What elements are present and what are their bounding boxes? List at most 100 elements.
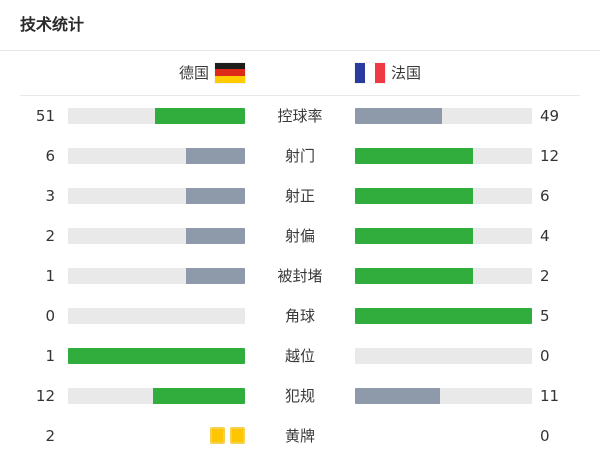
- stat-row: 3 射正 6: [0, 176, 600, 216]
- away-bar-track: [355, 307, 532, 324]
- away-bar-fill: [355, 387, 440, 404]
- home-bar-fill: [68, 347, 245, 364]
- away-value: 49: [540, 106, 560, 125]
- team-away-name: 法国: [391, 64, 422, 83]
- away-bar: [355, 107, 532, 124]
- home-value: 1: [45, 266, 55, 285]
- away-bar-fill: [355, 267, 474, 284]
- away-value: 11: [540, 386, 560, 405]
- away-bar: [355, 347, 532, 364]
- stats-list: 51 控球率 49 6 射门: [0, 96, 600, 456]
- header-divider: [20, 94, 580, 96]
- away-value: 2: [540, 266, 550, 285]
- stat-row: 51 控球率 49: [0, 96, 600, 136]
- home-bar: [68, 267, 245, 284]
- home-bar-fill: [152, 387, 245, 404]
- stat-label: 控球率: [277, 107, 323, 126]
- home-bar-fill: [186, 267, 245, 284]
- home-bar-track: [68, 147, 245, 164]
- away-value: 0: [540, 346, 550, 365]
- away-bar: [355, 387, 532, 404]
- home-bar-fill: [186, 147, 245, 164]
- away-value: 0: [540, 426, 550, 445]
- home-value: 2: [45, 226, 55, 245]
- away-bar: [355, 267, 532, 284]
- stat-label: 射偏: [284, 227, 315, 246]
- home-value: 0: [45, 306, 55, 325]
- home-bar-fill: [154, 107, 245, 124]
- france-flag-icon: [355, 62, 385, 83]
- panel-title: 技术统计: [20, 15, 85, 34]
- home-value: 51: [35, 106, 55, 125]
- stat-row: 2 射偏 4: [0, 216, 600, 256]
- home-bar: [68, 427, 245, 445]
- home-bar-track: [68, 227, 245, 244]
- team-away: 法国: [355, 62, 532, 83]
- away-bar: [355, 227, 532, 244]
- stat-label: 射门: [284, 147, 315, 166]
- home-value: 2: [45, 426, 55, 445]
- away-bar-track: [355, 387, 532, 404]
- germany-flag-icon: [215, 62, 245, 83]
- home-bar: [68, 147, 245, 164]
- stat-row: 2 黄牌 0: [0, 416, 600, 456]
- home-bar-track: [68, 187, 245, 204]
- team-home: 德国: [68, 62, 245, 83]
- yellow-card-icon: [230, 427, 245, 445]
- stat-label: 角球: [284, 307, 315, 326]
- stat-label: 黄牌: [284, 427, 315, 446]
- stat-row: 0 角球 5: [0, 296, 600, 336]
- home-value: 12: [35, 386, 55, 405]
- home-bar: [68, 107, 245, 124]
- away-bar-track: [355, 347, 532, 364]
- away-value: 4: [540, 226, 550, 245]
- home-cards: [68, 427, 245, 445]
- stat-row: 1 被封堵 2: [0, 256, 600, 296]
- away-cards: [355, 427, 532, 445]
- away-value: 5: [540, 306, 550, 325]
- home-bar: [68, 387, 245, 404]
- away-bar: [355, 307, 532, 324]
- home-bar-track: [68, 307, 245, 324]
- home-bar-fill: [186, 227, 245, 244]
- stat-row: 12 犯规 11: [0, 376, 600, 416]
- team-home-name: 德国: [178, 64, 209, 83]
- home-bar-track: [68, 107, 245, 124]
- away-bar-fill: [355, 187, 474, 204]
- away-value: 6: [540, 186, 550, 205]
- away-bar: [355, 187, 532, 204]
- home-bar: [68, 227, 245, 244]
- away-bar-track: [355, 147, 532, 164]
- home-bar: [68, 187, 245, 204]
- away-bar-fill: [355, 147, 474, 164]
- home-value: 3: [45, 186, 55, 205]
- home-bar-track: [68, 267, 245, 284]
- away-bar-track: [355, 267, 532, 284]
- yellow-card-icon: [210, 427, 225, 445]
- home-bar-track: [68, 347, 245, 364]
- away-bar-track: [355, 187, 532, 204]
- away-bar-track: [355, 107, 532, 124]
- stat-label: 犯规: [284, 387, 315, 406]
- away-bar: [355, 147, 532, 164]
- home-bar: [68, 347, 245, 364]
- title-divider: [0, 49, 600, 51]
- stat-row: 1 越位 0: [0, 336, 600, 376]
- away-bar-fill: [355, 107, 442, 124]
- home-bar-track: [68, 387, 245, 404]
- home-value: 6: [45, 146, 55, 165]
- away-bar-track: [355, 227, 532, 244]
- away-bar-fill: [355, 227, 474, 244]
- home-value: 1: [45, 346, 55, 365]
- away-bar-fill: [355, 307, 532, 324]
- stat-row: 6 射门 12: [0, 136, 600, 176]
- home-bar-fill: [186, 187, 245, 204]
- stat-label: 被封堵: [277, 267, 323, 286]
- away-bar: [355, 427, 532, 445]
- stat-label: 越位: [284, 347, 315, 366]
- stat-label: 射正: [284, 187, 315, 206]
- home-bar: [68, 307, 245, 324]
- teams-header: 德国 法国: [0, 51, 600, 95]
- away-value: 12: [540, 146, 560, 165]
